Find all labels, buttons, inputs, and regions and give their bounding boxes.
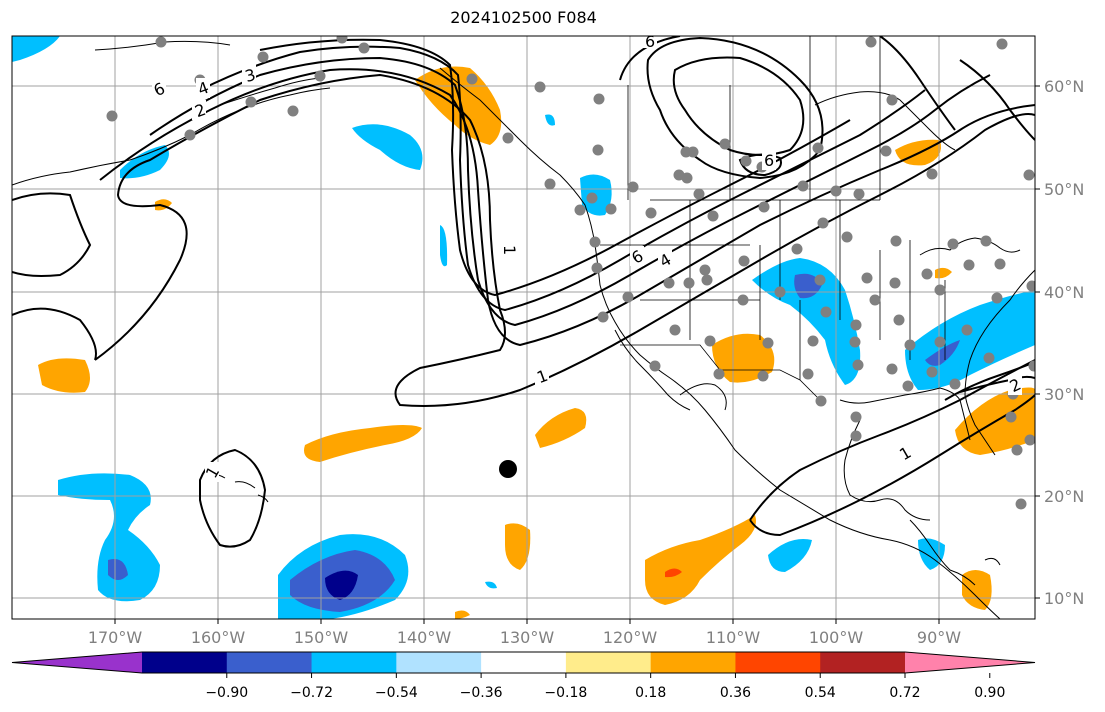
contour-outer-2 bbox=[12, 192, 92, 277]
map-frame bbox=[11, 35, 1036, 620]
contour-ring-core bbox=[738, 153, 782, 177]
lon-label: 170°W bbox=[88, 628, 143, 647]
contour-hawaii-ring bbox=[199, 448, 267, 548]
pos-anomaly-west-pacific bbox=[38, 358, 90, 393]
neg-anomaly-small-2 bbox=[545, 114, 555, 126]
colorbar-segment bbox=[142, 652, 228, 673]
lon-label: 160°W bbox=[191, 628, 246, 647]
pos-anomaly-central-pacific bbox=[304, 425, 422, 462]
neg-anomaly-hawaii-west-core bbox=[108, 559, 128, 580]
colorbar-segment bbox=[820, 652, 906, 673]
colorbar-label: 0.36 bbox=[720, 685, 751, 701]
contour-outer-1 bbox=[12, 73, 1035, 407]
latitude-labels: 60°N 50°N 40°N 30°N 20°N 10°N bbox=[1044, 77, 1084, 608]
pos-anomaly-mex-pacific bbox=[645, 515, 756, 605]
colorbar-segment bbox=[565, 652, 652, 673]
lon-label: 90°W bbox=[917, 628, 961, 647]
colorbar-segments bbox=[11, 651, 1036, 674]
neg-anomaly-east-core bbox=[925, 340, 960, 366]
gulf-coast bbox=[839, 387, 971, 521]
pos-anomaly-mex-pacific-core bbox=[665, 568, 682, 578]
contour-northeast bbox=[959, 59, 1035, 141]
lat-label: 40°N bbox=[1044, 283, 1084, 302]
colorbar-label: −0.90 bbox=[205, 685, 248, 701]
neg-anomaly-small-1 bbox=[440, 225, 448, 267]
gridlines bbox=[12, 36, 1035, 619]
lat-label: 10°N bbox=[1044, 589, 1084, 608]
neg-anomaly-hawaii-west bbox=[58, 473, 160, 602]
neg-anomaly-south-central-core bbox=[325, 570, 358, 600]
neg-anomaly-mex-coast bbox=[768, 539, 812, 572]
lon-label: 110°W bbox=[706, 628, 761, 647]
contour-southeast-2 bbox=[749, 394, 1035, 537]
contour-inner-4 bbox=[259, 38, 851, 297]
colorbar-segment bbox=[396, 652, 482, 673]
colorbar: −0.90 −0.72 −0.54 −0.36 −0.18 0.18 0.36 0.54 0.7… bbox=[11, 651, 1036, 701]
colorbar-label: 0.72 bbox=[889, 685, 920, 701]
colorbar-segment bbox=[481, 652, 567, 673]
contour-ring-mid bbox=[646, 36, 824, 180]
neg-anomaly-nw-corner bbox=[12, 36, 60, 62]
lat-label: 30°N bbox=[1044, 385, 1084, 404]
tick-marks bbox=[114, 85, 1040, 624]
pos-anomaly-small-5 bbox=[455, 610, 470, 619]
pos-anomaly-small-4 bbox=[505, 523, 531, 570]
colorbar-label: 0.54 bbox=[805, 685, 836, 701]
contour-inner-1 bbox=[99, 68, 1035, 347]
east-coast bbox=[964, 269, 1035, 456]
lat-label: 20°N bbox=[1044, 487, 1084, 506]
longitude-labels: 170°W 160°W 150°W 140°W 130°W 120°W 110°… bbox=[88, 628, 961, 647]
contour-label: 1 bbox=[500, 245, 519, 255]
colorbar-label: 0.90 bbox=[974, 685, 1005, 701]
colorbar-label: −0.18 bbox=[544, 685, 587, 701]
contour-lines bbox=[12, 36, 1035, 548]
neg-anomaly-gulf-alaska bbox=[352, 124, 423, 170]
contour-label: 6 bbox=[764, 151, 774, 170]
pos-anomaly-aleutian-small bbox=[155, 199, 172, 211]
colorbar-label: −0.36 bbox=[460, 685, 503, 701]
neg-anomaly-small-3 bbox=[485, 581, 497, 589]
colorbar-extend-high bbox=[905, 652, 1035, 673]
map-title: 2024102500 F084 bbox=[450, 8, 597, 27]
colorbar-extend-low bbox=[12, 652, 142, 673]
lon-label: 120°W bbox=[603, 628, 658, 647]
colorbar-labels: −0.90 −0.72 −0.54 −0.36 −0.18 0.18 0.36 0.54 0.7… bbox=[205, 685, 1005, 701]
lon-label: 130°W bbox=[500, 628, 555, 647]
colorbar-ticks bbox=[226, 673, 991, 678]
colorbar-outline bbox=[11, 651, 1036, 674]
contour-inner-2 bbox=[149, 56, 991, 327]
lat-label: 60°N bbox=[1044, 77, 1084, 96]
contour-label: 6 bbox=[645, 32, 655, 51]
contour-ring-inner bbox=[672, 56, 805, 156]
hudson-bay bbox=[814, 91, 956, 151]
colorbar-label: 0.18 bbox=[635, 685, 666, 701]
pos-anomaly-east-pacific bbox=[535, 408, 587, 448]
lon-label: 150°W bbox=[294, 628, 349, 647]
colorbar-label: −0.54 bbox=[375, 685, 418, 701]
colorbar-label: −0.72 bbox=[290, 685, 333, 701]
colorbar-segment bbox=[650, 652, 736, 673]
lat-label: 50°N bbox=[1044, 180, 1084, 199]
contour-ring-outer bbox=[619, 36, 956, 131]
contour-labels: 6 4 3 2 6 6 1 6 4 1 2 1 1 bbox=[151, 32, 1024, 482]
colorbar-segment bbox=[226, 652, 313, 673]
location-marker bbox=[499, 460, 517, 478]
contour-label: 3 bbox=[243, 65, 258, 86]
lon-label: 140°W bbox=[397, 628, 452, 647]
colorbar-segment bbox=[735, 652, 821, 673]
great-lakes bbox=[919, 237, 1021, 256]
lon-label: 100°W bbox=[809, 628, 864, 647]
station-markers bbox=[106, 36, 1035, 510]
colorbar-segment bbox=[311, 652, 397, 673]
central-america bbox=[909, 519, 1001, 586]
baja-california bbox=[614, 329, 727, 411]
